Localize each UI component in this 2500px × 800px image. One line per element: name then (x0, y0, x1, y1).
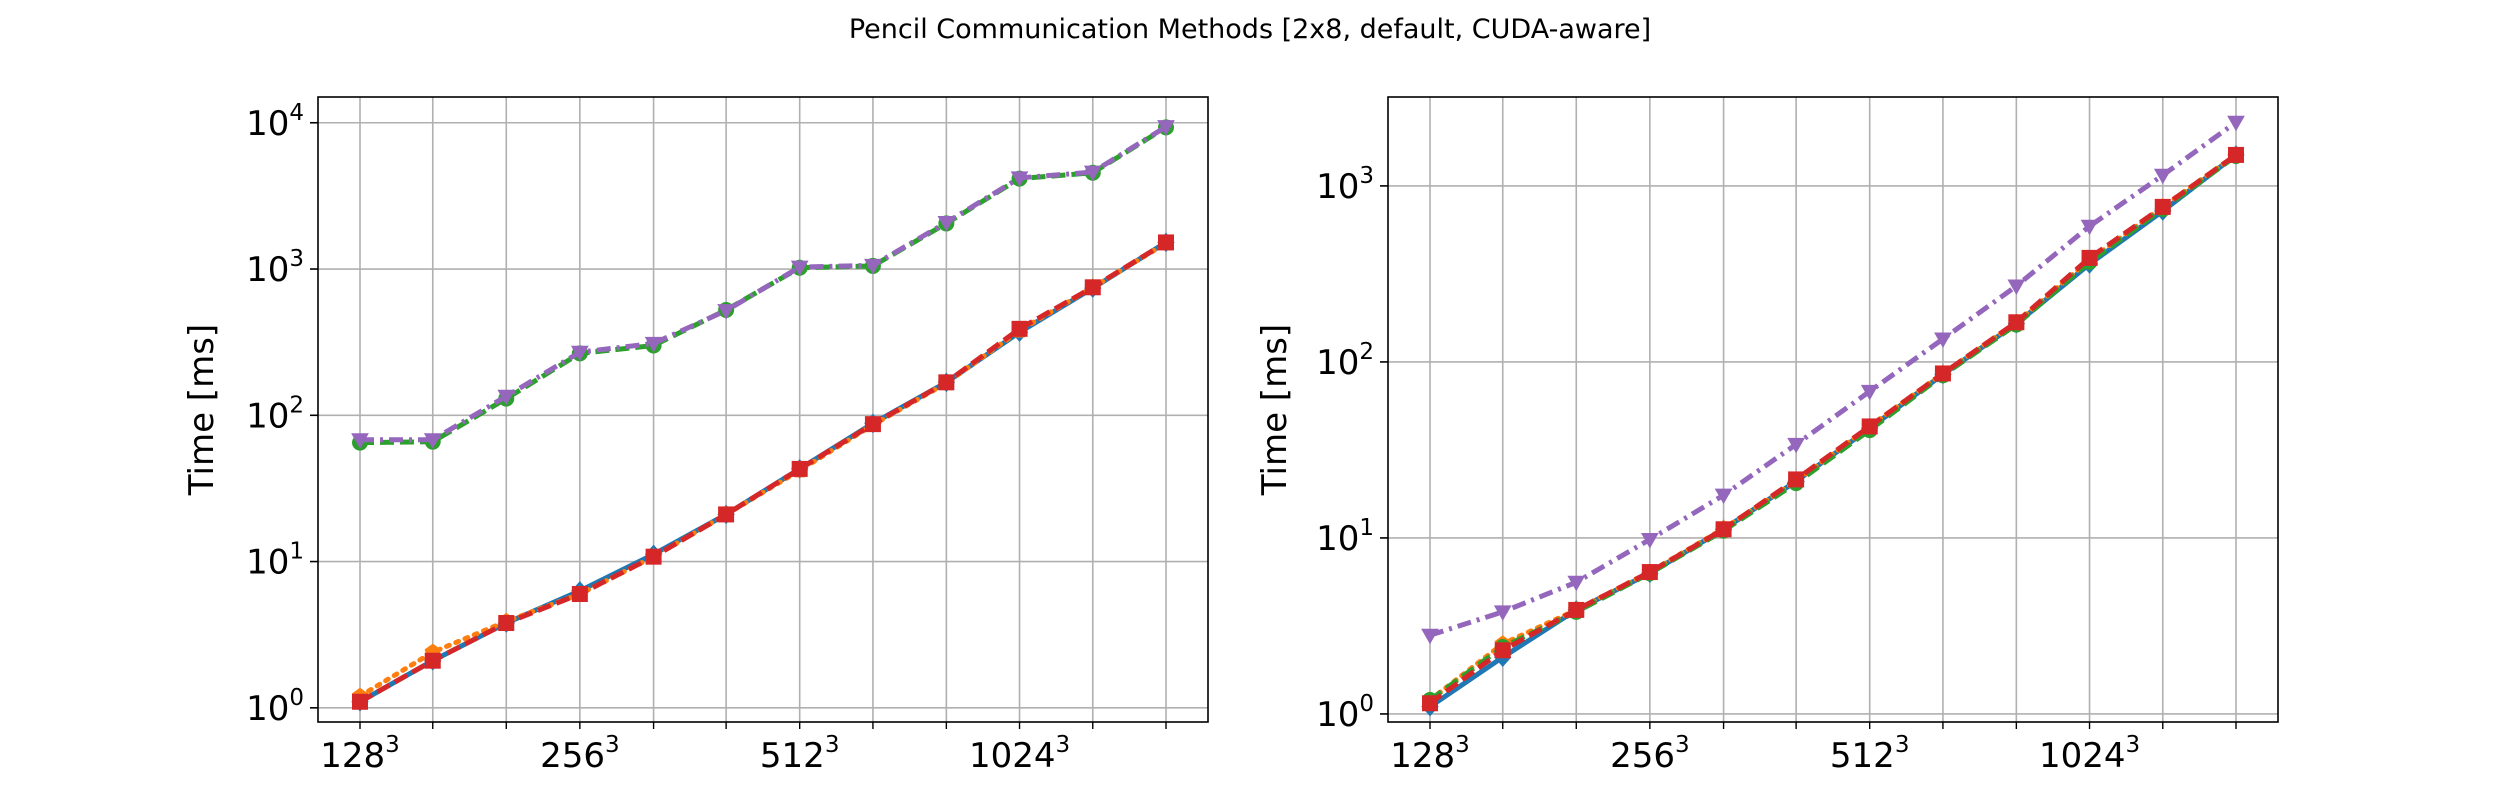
data-point (2227, 115, 2245, 132)
y-tick-label: 101 (1316, 515, 1374, 559)
data-point (864, 258, 882, 275)
data-point (1640, 532, 1659, 549)
data-point (2153, 168, 2172, 185)
data-point (1010, 171, 1029, 187)
y-tick-label: 100 (246, 685, 304, 729)
series-line (358, 240, 1168, 704)
data-point (1568, 601, 1585, 618)
plot-frame (1387, 96, 2279, 723)
data-point (1158, 234, 1174, 251)
data-point (2007, 279, 2026, 296)
data-point (1421, 628, 1439, 645)
data-point (1422, 695, 1438, 712)
series-4 (1421, 115, 2245, 645)
series-line (359, 125, 1168, 446)
y-tick-label: 102 (1316, 339, 1374, 383)
data-point (1934, 332, 1952, 348)
series-2 (352, 119, 1174, 451)
data-point (1011, 320, 1028, 337)
y-tick-label: 103 (1316, 163, 1374, 207)
data-point (424, 652, 441, 669)
right-panel: 100 101 102 103 1283 2563 5123 10243 Time [ms] (1255, 96, 2279, 776)
data-point (1567, 575, 1586, 592)
data-point (938, 374, 955, 391)
data-point (2081, 249, 2098, 266)
data-point (423, 433, 442, 449)
data-point (1084, 279, 1101, 296)
data-point (571, 586, 588, 603)
x-tick-label: 1283 (1390, 732, 1470, 776)
data-point (2154, 198, 2171, 215)
series-1 (351, 234, 1175, 704)
plot-frame (317, 96, 1209, 723)
data-point (1787, 437, 1805, 454)
series-line (357, 240, 1169, 699)
series-3 (352, 234, 1174, 710)
data-point (2080, 219, 2099, 236)
x-tick-label: 2563 (540, 732, 620, 776)
series-3 (1422, 146, 2244, 712)
series-4 (351, 120, 1175, 449)
series-0 (1421, 145, 2245, 717)
left-panel: 100 101 102 103 104 1283 2563 5123 10243 Time [ms… (182, 96, 1209, 776)
data-point (1934, 365, 1951, 382)
x-tick-label: 5123 (1830, 732, 1910, 776)
data-point (352, 693, 368, 710)
y-tick-label: 102 (246, 392, 304, 436)
data-point (645, 548, 662, 565)
x-tick-label: 5123 (760, 732, 840, 776)
data-point (2008, 314, 2025, 331)
x-tick-label: 10243 (969, 732, 1070, 776)
data-point (497, 389, 516, 406)
y-tick-label: 100 (1316, 691, 1374, 735)
data-point (1493, 605, 1512, 621)
data-point (791, 460, 808, 477)
data-point (1860, 384, 1879, 401)
data-point (1641, 564, 1658, 581)
data-point (864, 416, 881, 433)
data-point (644, 336, 663, 353)
data-point (717, 304, 735, 320)
data-point (1494, 642, 1511, 659)
y-axis-label: Time [ms] (1255, 324, 1295, 496)
data-point (498, 615, 515, 632)
data-point (718, 506, 735, 523)
data-point (937, 216, 956, 232)
series-line (1427, 152, 2239, 703)
data-point (570, 345, 589, 362)
data-point (2228, 146, 2244, 163)
series-line (1429, 120, 2238, 638)
x-tick-label: 10243 (2039, 732, 2140, 776)
data-point (1083, 165, 1102, 182)
figure-title: Pencil Communication Methods [2x8, defau… (849, 14, 1651, 45)
y-tick-label: 103 (246, 246, 304, 290)
data-point (1715, 521, 1732, 538)
y-tick-label: 104 (246, 100, 304, 144)
series-line (1428, 152, 2238, 706)
y-tick-label: 101 (246, 539, 304, 583)
data-point (1714, 488, 1733, 505)
data-point (1861, 418, 1878, 435)
x-tick-label: 2563 (1610, 732, 1690, 776)
data-point (790, 260, 809, 277)
series-1 (1421, 146, 2245, 707)
series-line (360, 124, 1168, 443)
series-line (358, 240, 1168, 704)
y-axis-label: Time [ms] (182, 324, 222, 496)
data-point (351, 433, 369, 449)
x-tick-label: 1283 (320, 732, 400, 776)
series-line (1428, 153, 2238, 703)
data-point (1788, 471, 1805, 488)
data-point (1157, 120, 1175, 136)
